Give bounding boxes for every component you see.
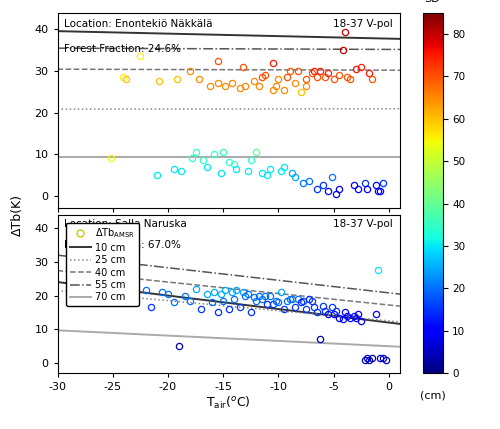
Text: (cm): (cm) [420,390,446,401]
Text: SD: SD [424,0,440,4]
Text: ΔTb(K): ΔTb(K) [11,193,24,236]
Text: 18-37 V-pol: 18-37 V-pol [334,19,393,29]
Legend: $\Delta$Tb$_\mathregular{AMSR}$, 10 cm, 25 cm, 40 cm, 55 cm, 70 cm: $\Delta$Tb$_\mathregular{AMSR}$, 10 cm, … [66,223,139,306]
Text: 18-37 V-pol: 18-37 V-pol [334,219,393,229]
Text: Forest Fraction: 67.0%: Forest Fraction: 67.0% [64,240,181,250]
X-axis label: T$_\mathregular{air}$($^o$C): T$_\mathregular{air}$($^o$C) [206,395,251,411]
Text: Location: Enontekiö Näkkälä: Location: Enontekiö Näkkälä [64,19,213,29]
Text: Location: Salla Naruska: Location: Salla Naruska [64,219,187,229]
Text: Forest Fraction: 24.6%: Forest Fraction: 24.6% [64,44,182,54]
